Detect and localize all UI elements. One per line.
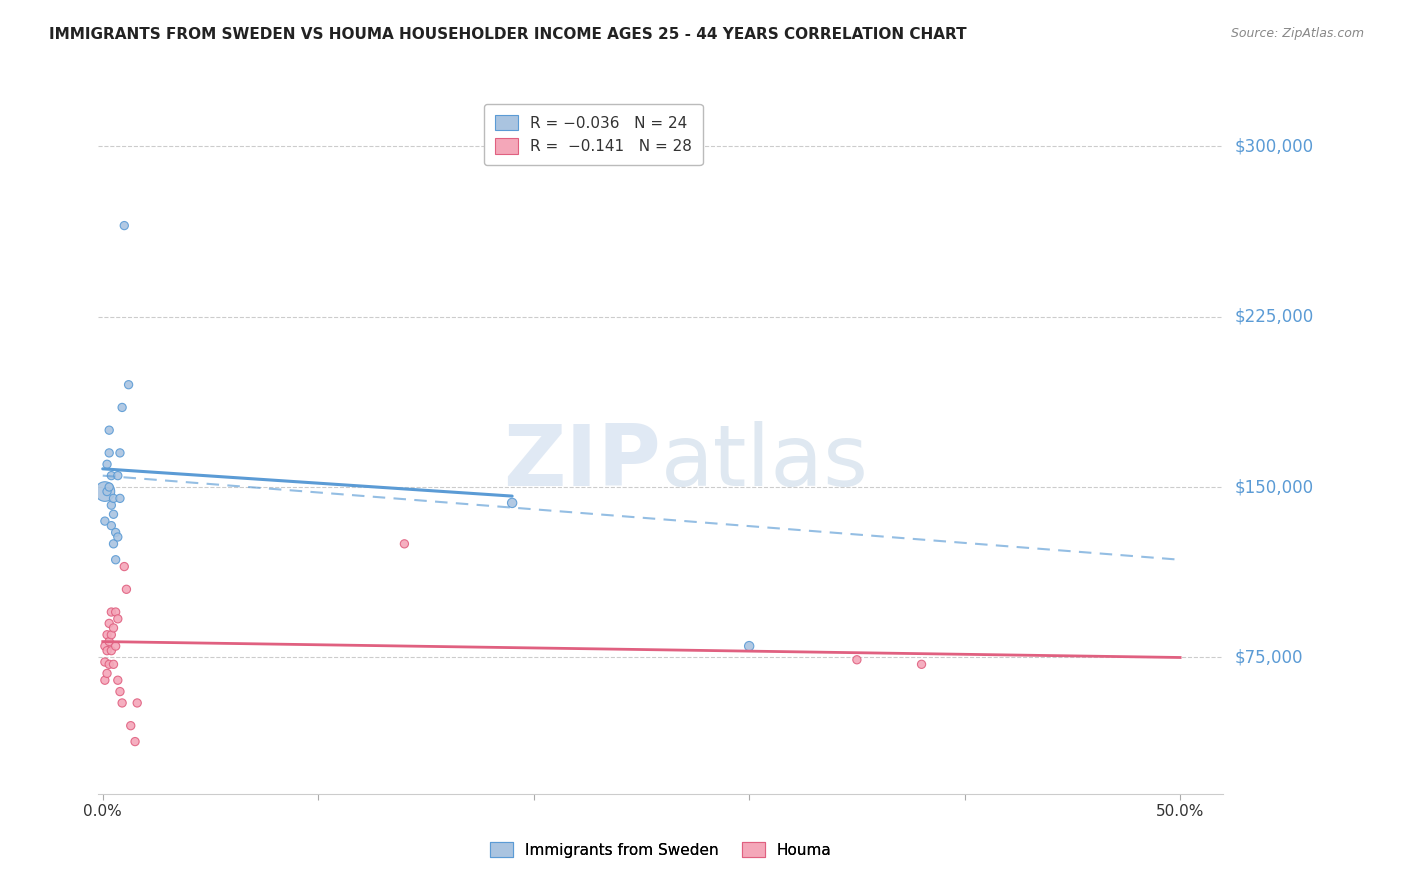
Point — [127, 696, 149, 710]
Point — [98, 423, 121, 437]
Point — [103, 657, 125, 672]
Point — [96, 643, 118, 657]
Text: ZIP: ZIP — [503, 421, 661, 504]
Point — [107, 530, 129, 544]
Point — [94, 484, 117, 499]
Text: Source: ZipAtlas.com: Source: ZipAtlas.com — [1230, 27, 1364, 40]
Point — [108, 684, 131, 698]
Point — [108, 491, 131, 506]
Point — [501, 496, 523, 510]
Point — [100, 605, 122, 619]
Point — [100, 518, 122, 533]
Point — [108, 446, 131, 460]
Point — [845, 653, 868, 667]
Point — [94, 639, 117, 653]
Point — [94, 655, 117, 669]
Text: $150,000: $150,000 — [1234, 478, 1313, 496]
Point — [100, 498, 122, 512]
Point — [98, 616, 121, 631]
Point — [96, 666, 118, 681]
Point — [100, 643, 122, 657]
Point — [96, 484, 118, 499]
Point — [94, 514, 117, 528]
Point — [98, 446, 121, 460]
Point — [96, 457, 118, 471]
Point — [117, 377, 139, 392]
Point — [103, 621, 125, 635]
Point — [100, 628, 122, 642]
Point — [394, 537, 416, 551]
Point — [104, 525, 127, 540]
Point — [120, 719, 142, 733]
Point — [98, 480, 121, 494]
Point — [111, 696, 134, 710]
Point — [104, 553, 127, 567]
Point — [96, 628, 118, 642]
Point — [100, 468, 122, 483]
Point — [111, 401, 134, 415]
Text: $225,000: $225,000 — [1234, 308, 1313, 326]
Point — [103, 508, 125, 522]
Point — [107, 673, 129, 688]
Point — [103, 491, 125, 506]
Point — [112, 559, 135, 574]
Point — [115, 582, 138, 597]
Text: atlas: atlas — [661, 421, 869, 504]
Point — [124, 734, 146, 748]
Point — [112, 219, 135, 233]
Point — [738, 639, 761, 653]
Point — [104, 639, 127, 653]
Text: $300,000: $300,000 — [1234, 137, 1313, 155]
Text: $75,000: $75,000 — [1234, 648, 1303, 666]
Point — [107, 612, 129, 626]
Point — [98, 634, 121, 648]
Point — [107, 468, 129, 483]
Point — [94, 673, 117, 688]
Legend: Immigrants from Sweden, Houma: Immigrants from Sweden, Houma — [484, 836, 838, 863]
Point — [98, 657, 121, 672]
Text: IMMIGRANTS FROM SWEDEN VS HOUMA HOUSEHOLDER INCOME AGES 25 - 44 YEARS CORRELATIO: IMMIGRANTS FROM SWEDEN VS HOUMA HOUSEHOL… — [49, 27, 967, 42]
Point — [103, 537, 125, 551]
Point — [910, 657, 932, 672]
Point — [104, 605, 127, 619]
